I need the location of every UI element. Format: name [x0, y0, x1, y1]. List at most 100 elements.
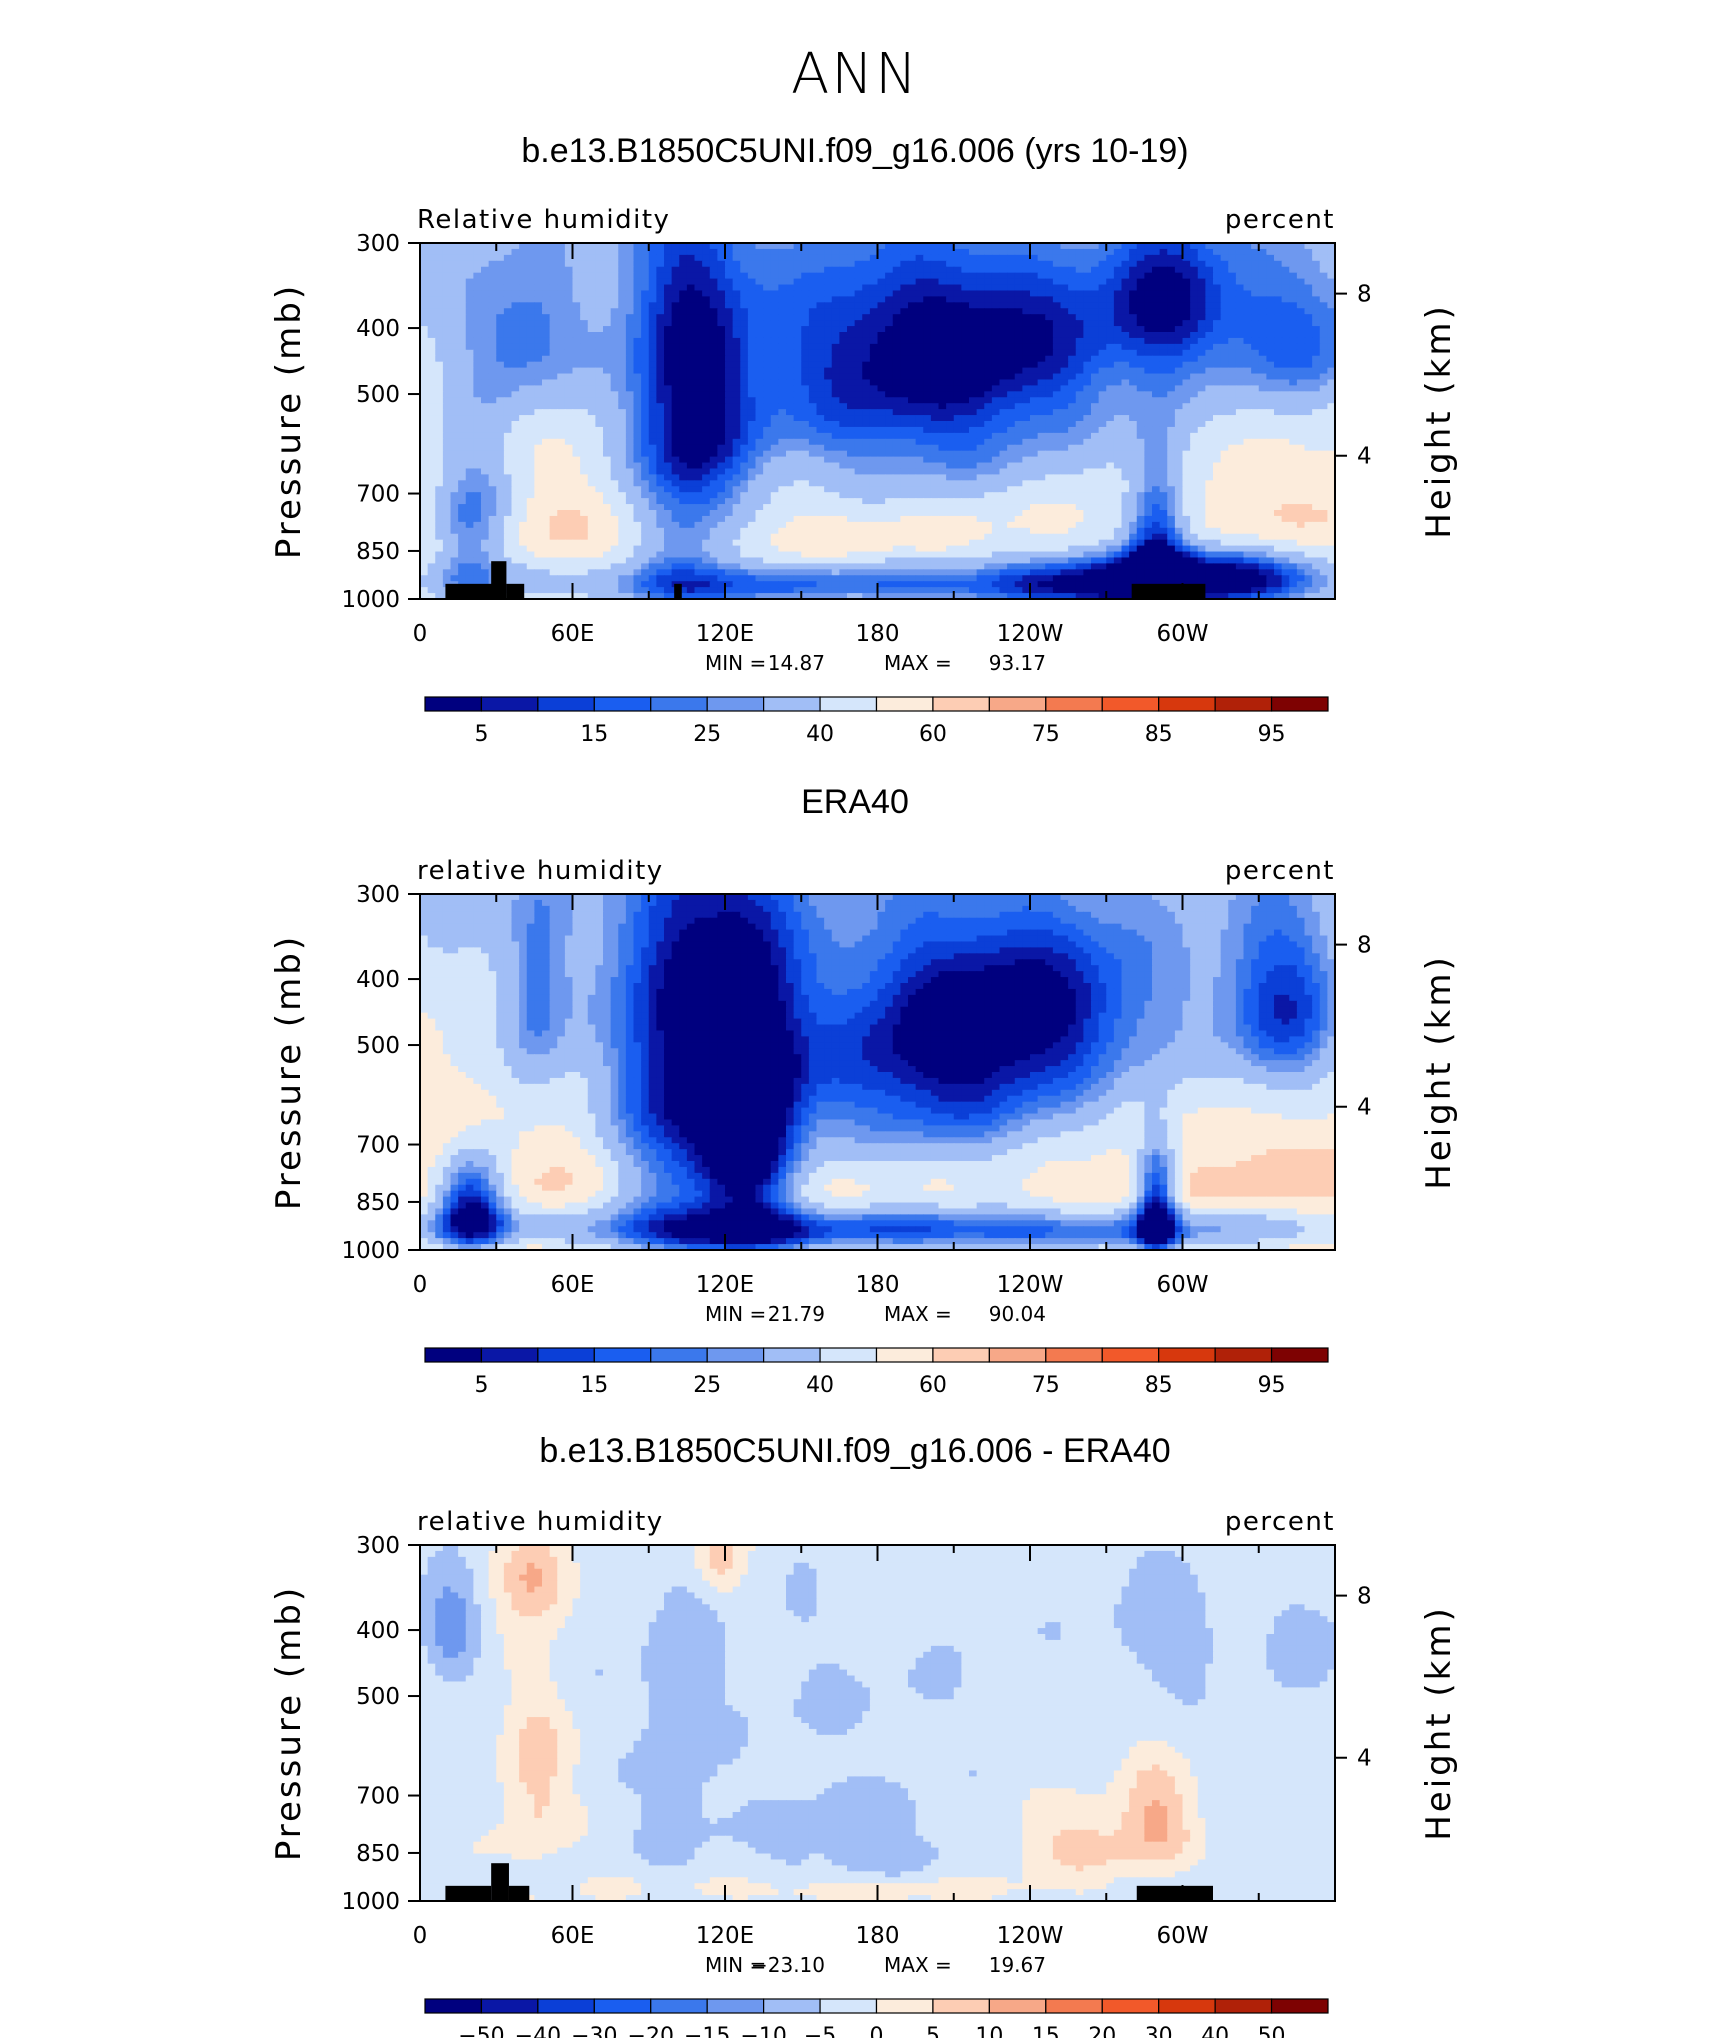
- contour-cell: [603, 456, 612, 464]
- contour-cell: [999, 278, 1008, 286]
- contour-cell: [664, 480, 673, 487]
- contour-cell: [740, 343, 749, 351]
- contour-cell: [915, 468, 924, 475]
- contour-cell: [847, 308, 856, 315]
- contour-cell: [1152, 415, 1161, 422]
- contour-cell: [1007, 367, 1016, 375]
- contour-cell: [1319, 462, 1328, 470]
- contour-cell: [435, 266, 444, 274]
- contour-cell: [763, 415, 772, 422]
- contour-cell: [1167, 415, 1176, 422]
- contour-cell: [793, 438, 802, 446]
- contour-cell: [847, 296, 856, 303]
- contour-cell: [519, 243, 528, 250]
- contour-cell: [1091, 403, 1100, 410]
- contour-cell: [961, 260, 970, 268]
- contour-cell: [1327, 266, 1336, 274]
- contour-cell: [648, 343, 657, 351]
- contour-cell: [580, 290, 589, 297]
- contour-cell: [1007, 326, 1016, 333]
- contour-cell: [580, 349, 589, 357]
- contour-cell: [1190, 415, 1199, 422]
- contour-cell: [824, 290, 833, 297]
- contour-cell: [679, 278, 688, 286]
- contour-cell: [442, 266, 452, 274]
- contour-cell: [671, 332, 680, 339]
- contour-cell: [503, 349, 513, 357]
- contour-cell: [877, 326, 886, 333]
- contour-cell: [824, 254, 833, 262]
- contour-cell: [930, 385, 940, 392]
- contour-cell: [709, 266, 718, 274]
- contour-cell: [671, 456, 680, 464]
- contour-cell: [747, 349, 757, 357]
- contour-cell: [1327, 373, 1336, 381]
- contour-cell: [1167, 284, 1176, 292]
- contour-cell: [580, 361, 589, 369]
- contour-cell: [534, 391, 543, 398]
- contour-cell: [869, 320, 879, 327]
- contour-cell: [1052, 278, 1062, 286]
- contour-cell: [1205, 385, 1214, 392]
- contour-cell: [1304, 367, 1313, 375]
- contour-cell: [1113, 480, 1123, 487]
- contour-cell: [808, 462, 818, 470]
- contour-cell: [519, 284, 528, 292]
- contour-cell: [740, 385, 749, 392]
- contour-cell: [1068, 308, 1077, 315]
- contour-cell: [717, 326, 726, 333]
- contour-cell: [664, 254, 673, 262]
- contour-cell: [503, 278, 513, 286]
- contour-cell: [1037, 332, 1046, 339]
- contour-cell: [1007, 409, 1016, 416]
- contour-cell: [511, 266, 520, 274]
- contour-cell: [496, 474, 505, 481]
- contour-cell: [1304, 243, 1313, 250]
- contour-cell: [1014, 450, 1023, 458]
- contour-cell: [915, 367, 924, 375]
- contour-cell: [1136, 308, 1145, 315]
- contour-cell: [671, 367, 680, 375]
- contour-cell: [481, 332, 490, 339]
- contour-cell: [1235, 415, 1245, 422]
- contour-cell: [900, 243, 909, 250]
- contour-cell: [915, 421, 924, 428]
- contour-cell: [1266, 432, 1275, 440]
- contour-cell: [1220, 426, 1229, 434]
- contour-cell: [1136, 474, 1145, 481]
- contour-cell: [1121, 302, 1130, 309]
- contour-cell: [488, 272, 497, 280]
- contour-cell: [877, 432, 886, 440]
- contour-cell: [1327, 438, 1336, 446]
- contour-cell: [801, 432, 810, 440]
- contour-cell: [709, 397, 718, 404]
- contour-cell: [1312, 266, 1321, 274]
- contour-cell: [587, 320, 596, 327]
- contour-cell: [1045, 438, 1054, 446]
- contour-cell: [427, 302, 436, 309]
- contour-cell: [633, 415, 642, 422]
- contour-cell: [869, 367, 879, 375]
- contour-cell: [923, 278, 932, 286]
- contour-cell: [587, 367, 596, 375]
- contour-cell: [1121, 343, 1130, 351]
- contour-cell: [969, 379, 978, 386]
- contour-cell: [572, 415, 581, 422]
- contour-cell: [1205, 260, 1214, 268]
- contour-cell: [839, 379, 848, 386]
- contour-cell: [458, 415, 467, 422]
- contour-cell: [1106, 266, 1115, 274]
- contour-cell: [557, 486, 566, 493]
- contour-cell: [908, 355, 917, 363]
- contour-cell: [587, 349, 596, 357]
- contour-cell: [1243, 243, 1252, 250]
- contour-cell: [603, 379, 612, 386]
- contour-cell: [839, 432, 848, 440]
- contour-cell: [1030, 391, 1039, 398]
- contour-cell: [1136, 337, 1145, 345]
- contour-cell: [1113, 266, 1123, 274]
- contour-cell: [1213, 326, 1222, 333]
- contour-cell: [923, 260, 932, 268]
- contour-cell: [969, 361, 978, 369]
- contour-cell: [1045, 444, 1054, 452]
